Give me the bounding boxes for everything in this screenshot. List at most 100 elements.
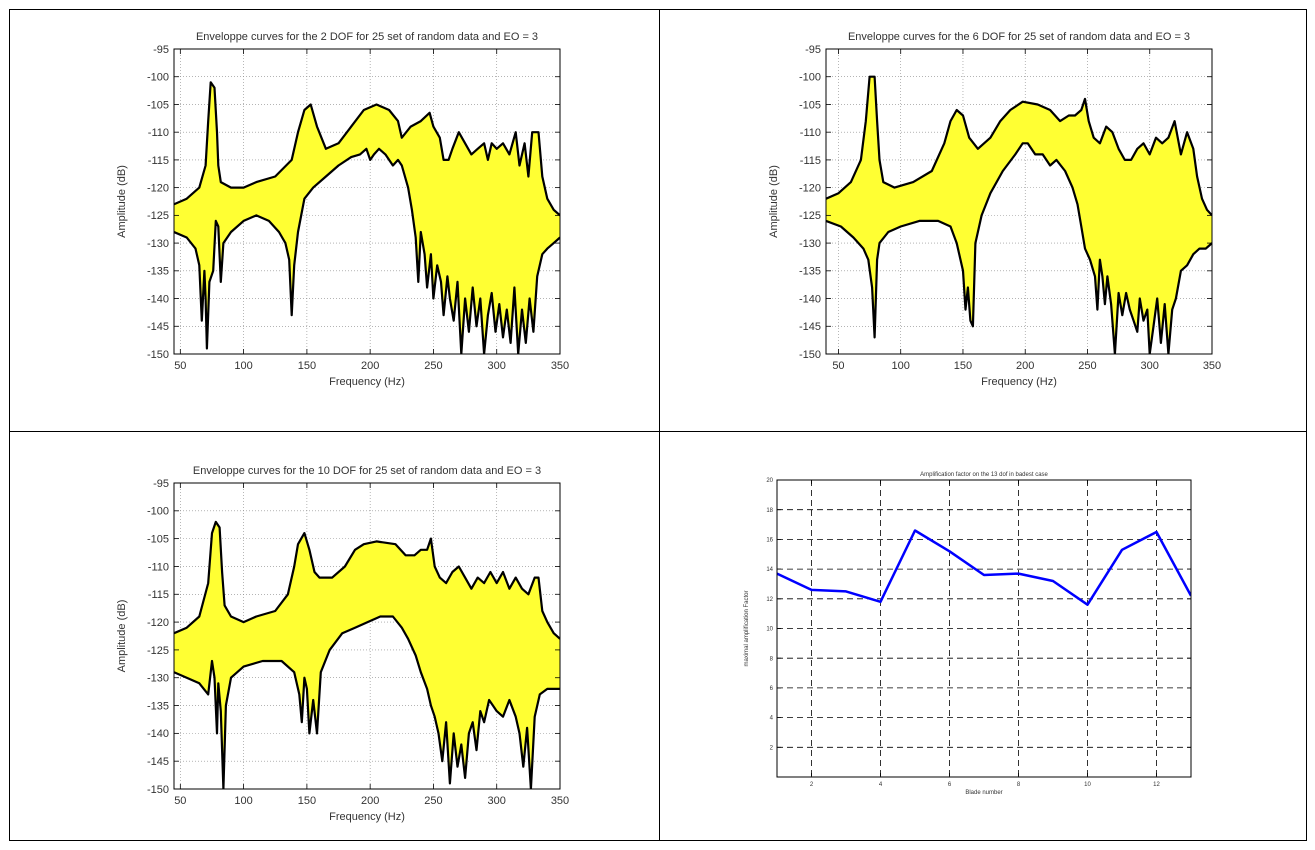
y-tick-label: -125 [147, 210, 169, 222]
chart-title: Enveloppe curves for the 2 DOF for 25 se… [196, 31, 538, 43]
y-tick-label: -145 [799, 321, 821, 333]
y-tick-label: -100 [147, 506, 169, 518]
x-tick-label: 250 [424, 795, 442, 807]
cell-chart-6dof: 50 100 150 200 250 300 350 -95 -100 -105 -110 -115 -… [660, 10, 1306, 431]
chart-amplification: 2 4 6 8 10 12 2 4 6 8 10 12 14 16 18 20 Amplification fa… [744, 472, 1192, 796]
x-tick-label: 250 [1078, 360, 1096, 372]
axes-frame [173, 482, 561, 790]
y-tick-label: -105 [147, 99, 169, 111]
y-tick-label: -150 [147, 349, 169, 361]
y-tick-label: -140 [799, 293, 821, 305]
y-tick-label: -130 [147, 238, 169, 250]
y-tick-label: -115 [148, 589, 169, 601]
y-tick-label: 10 [766, 627, 773, 633]
x-tick-label: 50 [832, 360, 844, 372]
y-tick-label: -110 [800, 127, 821, 139]
x-tick-label: 6 [948, 782, 952, 788]
y-axis-label: Amplitude (dB) [116, 165, 128, 238]
y-tick-label: -95 [805, 44, 821, 56]
x-tick-label: 350 [551, 360, 569, 372]
chart-10dof: 50 100 150 200 250 300 350 -95 -100 -105 -110 -115 -… [116, 465, 569, 823]
y-tick-label: -110 [148, 561, 169, 573]
x-tick-label: 12 [1153, 782, 1160, 788]
y-tick-label: 8 [770, 656, 774, 662]
y-axis-label: Amplitude (dB) [768, 165, 780, 238]
chart-6dof: 50 100 150 200 250 300 350 -95 -100 -105 -110 -115 -… [768, 31, 1221, 388]
chart-title: Enveloppe curves for the 6 DOF for 25 se… [848, 31, 1190, 43]
y-tick-label: -140 [147, 293, 169, 305]
x-tick-label: 100 [234, 795, 252, 807]
x-tick-label: 350 [1203, 360, 1221, 372]
x-tick-label: 100 [234, 360, 252, 372]
axes-frame [173, 48, 561, 355]
x-axis-label: Frequency (Hz) [329, 811, 405, 823]
x-axis-label: Blade number [965, 790, 1002, 796]
y-axis-label: Amplitude (dB) [116, 600, 128, 673]
x-tick-label: 100 [892, 360, 910, 372]
axes-frame [825, 48, 1213, 355]
y-tick-label: -100 [147, 72, 169, 84]
chart-title: Enveloppe curves for the 10 DOF for 25 s… [193, 465, 541, 477]
y-tick-label: 20 [766, 478, 773, 484]
x-tick-label: 200 [1016, 360, 1034, 372]
x-tick-label: 50 [174, 795, 186, 807]
x-tick-label: 2 [810, 782, 814, 788]
x-tick-label: 8 [1017, 782, 1021, 788]
y-tick-label: -120 [147, 182, 169, 194]
y-tick-label: 16 [766, 538, 773, 544]
x-tick-label: 10 [1084, 782, 1091, 788]
y-tick-label: -135 [147, 700, 169, 712]
y-tick-label: -150 [147, 784, 169, 796]
y-tick-label: 2 [770, 745, 774, 751]
x-tick-label: 150 [298, 360, 316, 372]
chart-title: Amplification factor on the 13 dof in ba… [920, 472, 1048, 478]
cell-chart-2dof: 50 100 150 200 250 300 350 -95 -100 -105 -110 -115 -… [10, 10, 659, 431]
x-tick-label: 4 [879, 782, 883, 788]
y-tick-label: -95 [153, 44, 169, 56]
y-tick-label: -95 [153, 478, 169, 490]
y-tick-label: 18 [766, 508, 773, 514]
y-tick-label: -145 [147, 321, 169, 333]
envelope-fill [174, 521, 560, 789]
y-tick-label: 12 [766, 597, 773, 603]
y-tick-label: -135 [799, 266, 821, 278]
y-tick-label: -115 [148, 155, 169, 167]
x-tick-label: 350 [551, 795, 569, 807]
y-tick-label: -100 [799, 72, 821, 84]
x-tick-label: 300 [488, 360, 506, 372]
y-tick-label: -105 [147, 533, 169, 545]
lower-envelope-line [174, 147, 560, 354]
upper-envelope-line [174, 81, 560, 217]
y-tick-label: -135 [147, 266, 169, 278]
y-tick-label: -145 [147, 756, 169, 768]
envelope-fill [826, 76, 1212, 354]
upper-envelope-line [826, 75, 1212, 217]
x-tick-label: 150 [954, 360, 972, 372]
y-axis-label: maximal amplification Factor [744, 590, 750, 666]
y-tick-label: -120 [147, 617, 169, 629]
y-tick-label: 4 [770, 716, 774, 722]
x-tick-label: 150 [298, 795, 316, 807]
x-tick-label: 250 [424, 360, 442, 372]
y-tick-label: -110 [148, 127, 169, 139]
x-axis-label: Frequency (Hz) [981, 376, 1057, 388]
y-tick-label: 14 [766, 567, 773, 573]
chart-2dof: 50 100 150 200 250 300 350 -95 -100 -105 -110 -115 -… [116, 31, 569, 388]
y-tick-label: -150 [799, 349, 821, 361]
x-tick-label: 200 [361, 360, 379, 372]
x-tick-label: 50 [174, 360, 186, 372]
y-tick-label: 6 [770, 686, 774, 692]
y-tick-label: -140 [147, 728, 169, 740]
y-tick-label: -130 [799, 238, 821, 250]
y-tick-label: -130 [147, 673, 169, 685]
x-tick-label: 200 [361, 795, 379, 807]
y-tick-label: -125 [147, 645, 169, 657]
x-tick-label: 300 [488, 795, 506, 807]
y-tick-label: -105 [799, 99, 821, 111]
lower-envelope-line [826, 142, 1212, 354]
table-divider-vertical [659, 10, 660, 840]
y-tick-label: -115 [800, 155, 821, 167]
table-divider-horizontal [10, 431, 1306, 432]
x-tick-label: 300 [1141, 360, 1159, 372]
x-axis-label: Frequency (Hz) [329, 376, 405, 388]
